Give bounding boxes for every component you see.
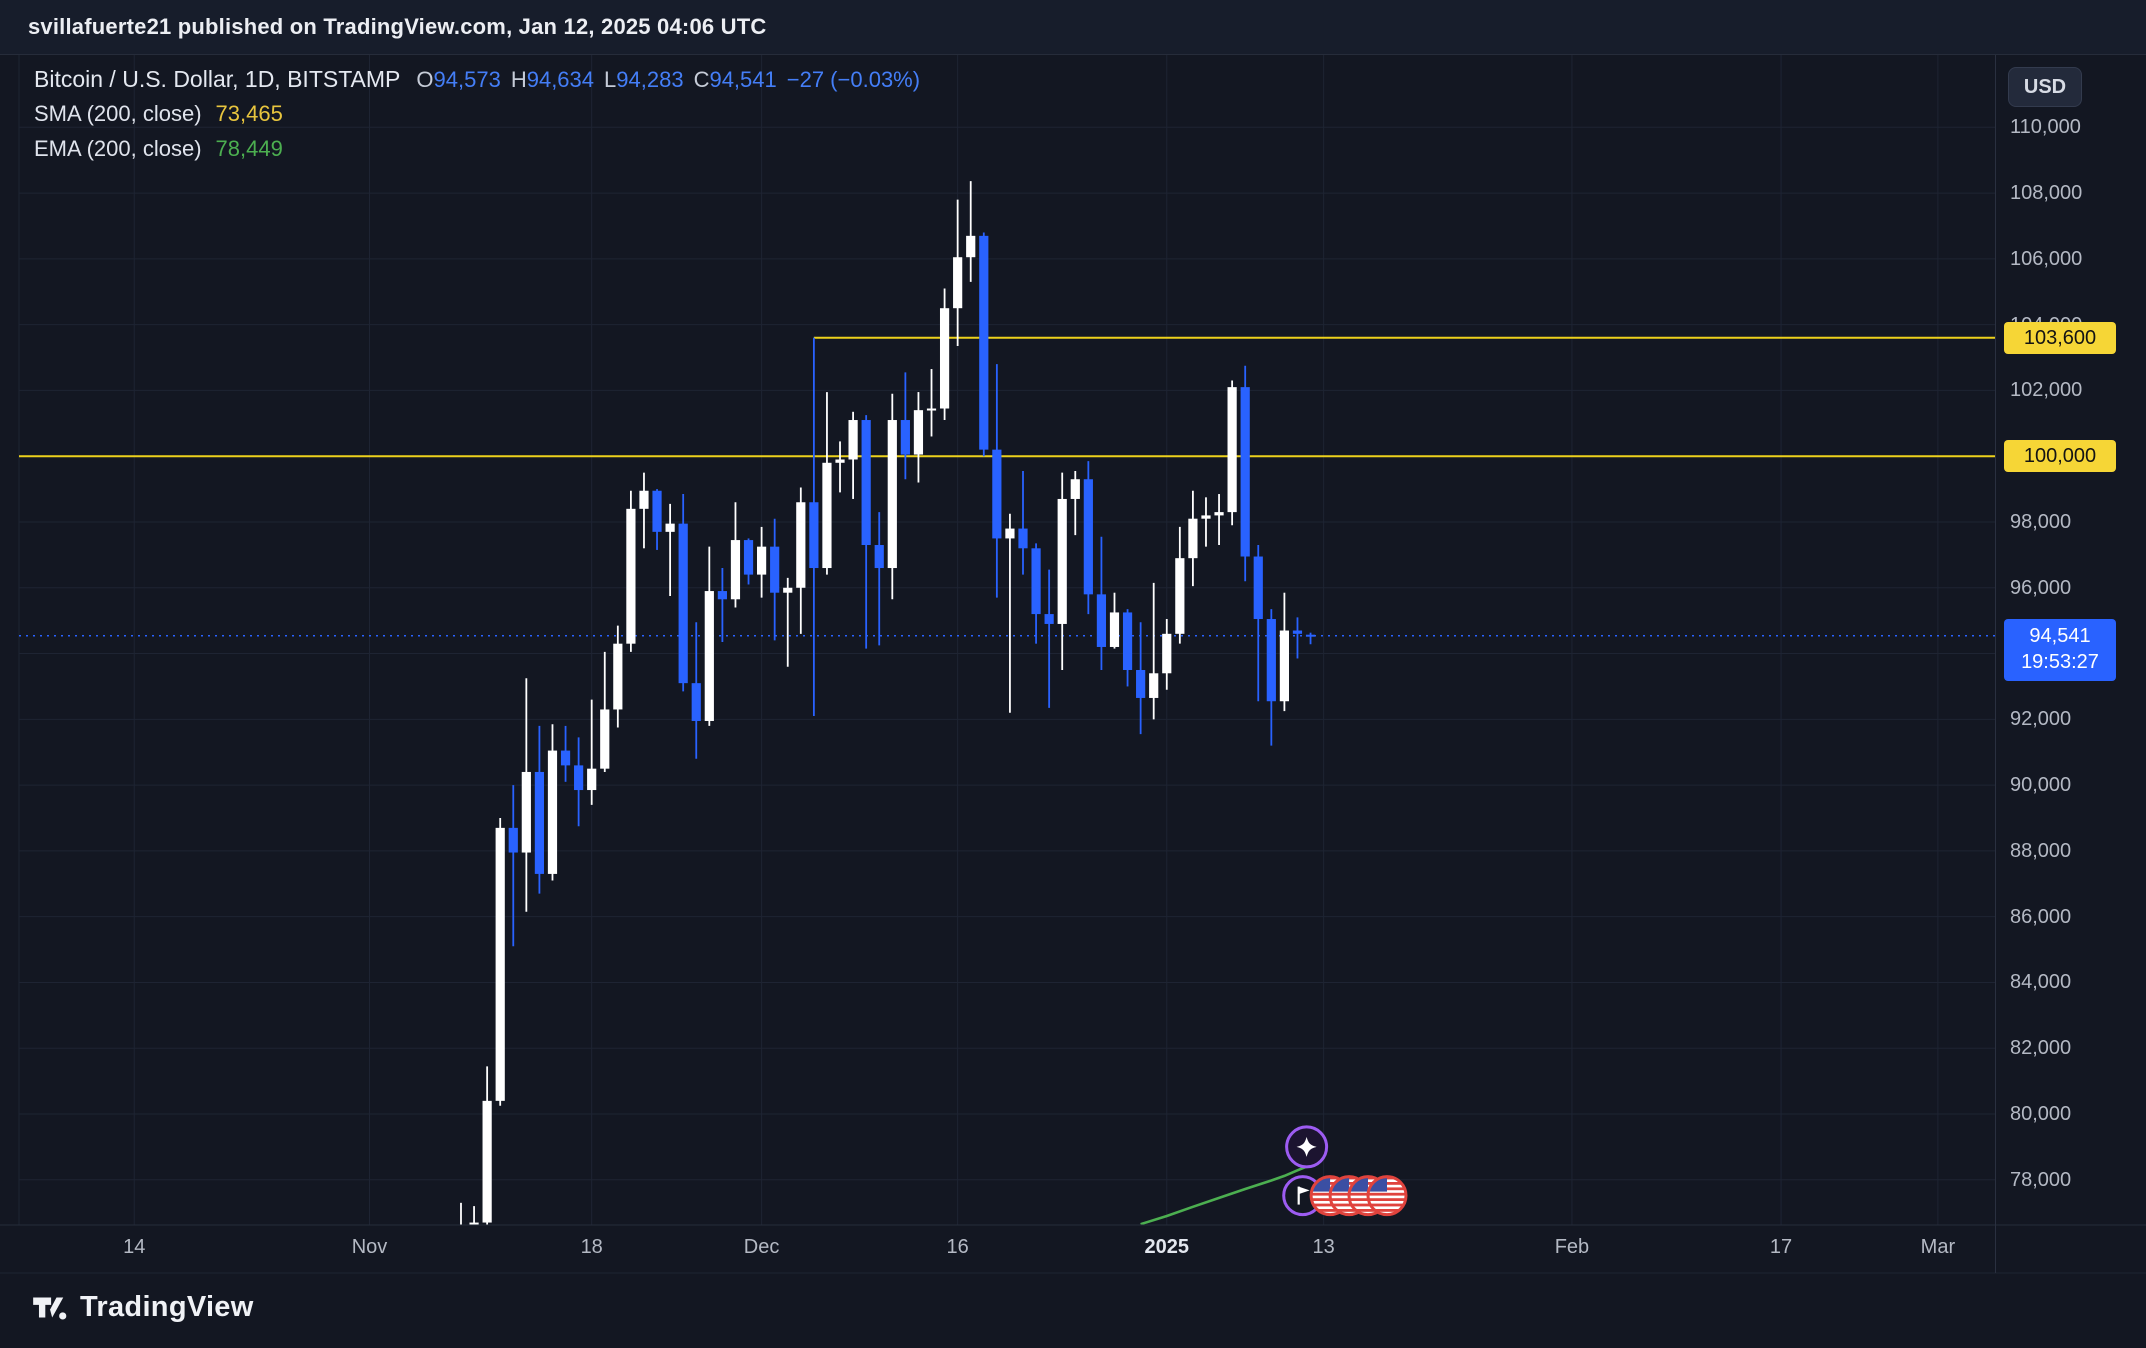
time-axis-label: Feb [1554,1236,1590,1258]
time-axis-label: Dec [743,1236,780,1258]
time-axis-label: Nov [351,1236,388,1258]
tradingview-wordmark: TradingView [80,1290,254,1323]
symbol-title[interactable]: Bitcoin / U.S. Dollar, 1D, BITSTAMP [34,66,401,92]
time-axis-label: 18 [580,1236,603,1258]
price-axis-label: 80,000 [2010,1103,2072,1126]
last-price-value: 94,541 [2029,625,2091,648]
tradingview-logo-icon [33,1297,67,1320]
sma-label: SMA (200, close) [34,101,202,126]
tradingview-logo[interactable]: TradingView [30,1288,254,1326]
publish-timestamp: , Jan 12, 2025 04:06 UTC [506,14,767,39]
price-axis-label: 110,000 [2010,116,2081,139]
price-axis-label: 86,000 [2010,905,2072,928]
price-axis-label: 78,000 [2010,1168,2072,1191]
bar-countdown: 19:53:27 [2021,651,2099,674]
time-axis-label: 2025 [1144,1236,1190,1258]
price-axis-label: 90,000 [2010,774,2072,797]
time-axis-label: 17 [1769,1236,1793,1258]
time-axis-label: 16 [946,1236,969,1258]
time-axis[interactable]: 14 Nov 18 Dec 16 2025 13 Feb 17 Mar [0,1226,1995,1272]
price-axis[interactable]: USD 110,000108,000106,000104,000102,0001… [1995,55,2146,1273]
price-axis-label: 108,000 [2010,182,2083,205]
ohlc-values: O94,573 H94,634 L94,283 C94,541 −27 (−0.03%) [416,67,921,92]
time-axis-label: Mar [1920,1236,1956,1258]
publish-info-bar: svillafuerte21 published on TradingView.… [0,0,2146,55]
sma-indicator-row[interactable]: SMA (200, close) 73,465 [34,101,920,136]
price-axis-label: 88,000 [2010,839,2072,862]
price-axis-label: 102,000 [2010,379,2083,402]
currency-button[interactable]: USD [2008,67,2082,107]
publisher-username[interactable]: svillafuerte21 [28,14,172,39]
change-value: −27 (−0.03%) [786,67,921,92]
sparkle-marker[interactable] [1285,1125,1329,1169]
price-axis-label: 84,000 [2010,971,2072,994]
price-axis-label: 96,000 [2010,576,2072,599]
publish-text: published on [171,14,324,39]
price-axis-label: 82,000 [2010,1037,2072,1060]
price-level-badge-103600: 103,600 [2004,321,2116,354]
tradingview-site-link[interactable]: TradingView.com [323,14,507,39]
time-axis-label: 13 [1312,1236,1335,1258]
price-level-badge-100000: 100,000 [2004,440,2116,473]
ema-label: EMA (200, close) [34,136,202,161]
sma-value: 73,465 [215,101,283,126]
ema-value: 78,449 [215,136,283,161]
ema-indicator-row[interactable]: EMA (200, close) 78,449 [34,136,920,171]
price-axis-label: 106,000 [2010,247,2083,270]
price-axis-label: 98,000 [2010,510,2072,533]
last-price-badge: 94,541 19:53:27 [2004,618,2116,681]
us-flag-event-icon [1368,1177,1406,1215]
chart-legend: Bitcoin / U.S. Dollar, 1D, BITSTAMP O94,… [34,66,920,171]
price-axis-label: 92,000 [2010,708,2072,731]
time-axis-label: 14 [123,1236,146,1258]
